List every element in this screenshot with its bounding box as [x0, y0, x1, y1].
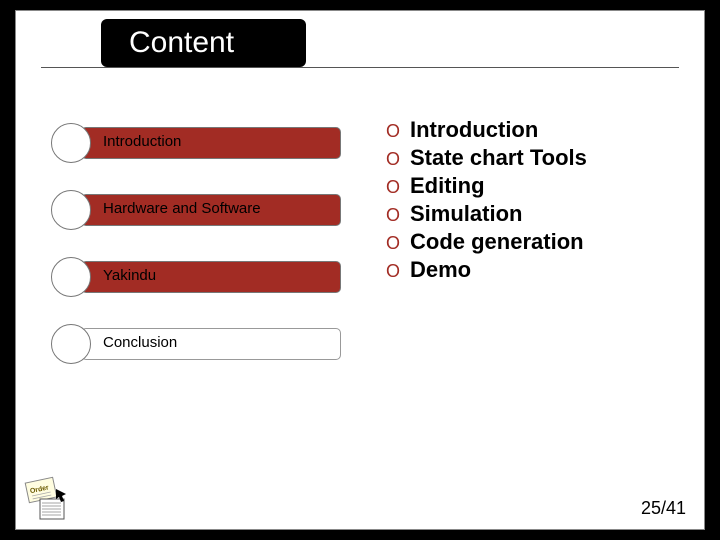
nav-circle: [51, 190, 91, 230]
title-pill: Content: [101, 19, 306, 67]
bullet-list: O Introduction O State chart Tools O Edi…: [386, 117, 587, 285]
bullet-item: O Demo: [386, 257, 587, 283]
nav-circle: [51, 324, 91, 364]
nav-circle: [51, 257, 91, 297]
title-rule: [41, 67, 679, 68]
nav-label: Introduction: [103, 133, 333, 150]
bullet-marker: O: [386, 233, 410, 254]
bullet-marker: O: [386, 177, 410, 198]
nav-circle: [51, 123, 91, 163]
bullet-item: O Code generation: [386, 229, 587, 255]
page-number: 25/41: [641, 498, 686, 519]
bullet-text: State chart Tools: [410, 145, 587, 171]
slide-title: Content: [129, 26, 234, 60]
bullet-marker: O: [386, 149, 410, 170]
bullet-item: O Editing: [386, 173, 587, 199]
bullet-marker: O: [386, 261, 410, 282]
order-graphic-icon: Order: [22, 475, 72, 523]
bullet-item: O State chart Tools: [386, 145, 587, 171]
bullet-text: Editing: [410, 173, 485, 199]
nav-label: Yakindu: [103, 267, 333, 284]
bullet-text: Simulation: [410, 201, 522, 227]
nav-label: Hardware and Software: [103, 200, 333, 217]
bullet-item: O Introduction: [386, 117, 587, 143]
bullet-marker: O: [386, 121, 410, 142]
bullet-text: Demo: [410, 257, 471, 283]
slide-canvas: Content Introduction Hardware and Softwa…: [15, 10, 705, 530]
bullet-text: Introduction: [410, 117, 538, 143]
bullet-item: O Simulation: [386, 201, 587, 227]
bullet-marker: O: [386, 205, 410, 226]
nav-label: Conclusion: [103, 334, 333, 351]
bullet-text: Code generation: [410, 229, 584, 255]
